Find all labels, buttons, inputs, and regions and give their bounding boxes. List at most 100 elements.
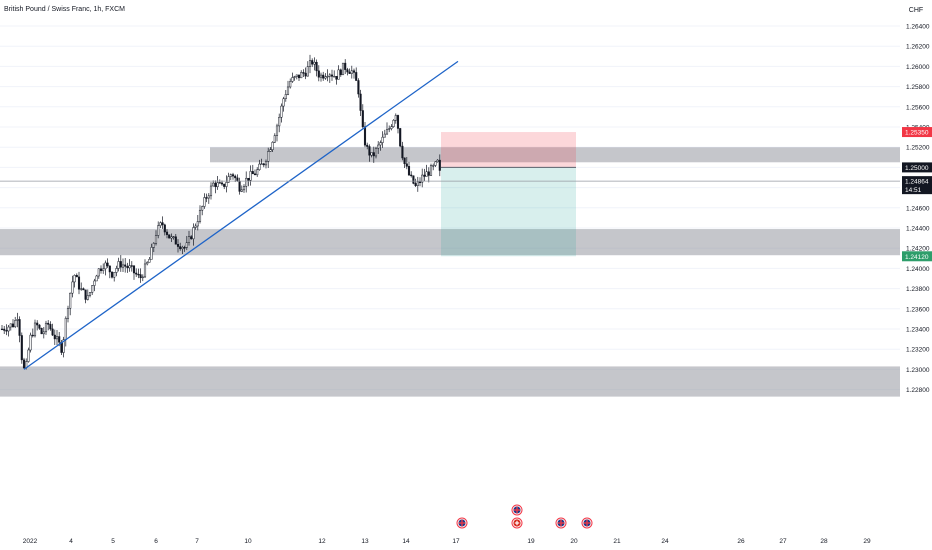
candle-body: [3, 328, 6, 331]
candle-body: [187, 236, 191, 243]
candle-body: [372, 152, 375, 157]
candle-body: [421, 174, 424, 183]
candle-body: [218, 182, 221, 184]
candle-body: [352, 70, 356, 73]
zone-rect[interactable]: [210, 147, 900, 163]
candle-body: [223, 183, 226, 187]
candle-body: [108, 265, 111, 273]
swiss-flag-event-icon[interactable]: [511, 517, 523, 529]
price-tick-label: 1.24200: [906, 246, 930, 253]
candle-body: [363, 126, 367, 146]
candle-body: [119, 261, 122, 268]
zone-rect[interactable]: [0, 366, 900, 397]
candle-body: [91, 285, 94, 293]
candle-body: [249, 171, 252, 181]
symbol-title: British Pound / Swiss Franc, 1h, FXCM: [4, 6, 125, 13]
candle-body: [163, 224, 166, 233]
time-tick-label: 27: [779, 538, 787, 545]
candle-body: [220, 182, 224, 185]
candle-body: [302, 72, 305, 74]
candle-body: [383, 133, 386, 138]
candle-body: [165, 231, 169, 235]
candle-body: [0, 328, 4, 331]
candle-body: [33, 322, 37, 337]
price-tick-label: 1.24400: [906, 226, 930, 233]
candle-body: [436, 159, 439, 163]
ascending-trendline[interactable]: [23, 60, 459, 370]
candle-body: [113, 272, 116, 278]
candle-body: [253, 173, 257, 176]
candle-body: [412, 175, 415, 184]
candle-body: [357, 80, 360, 95]
candle-body: [256, 169, 259, 176]
candle-body: [328, 74, 331, 77]
candle-body: [326, 75, 329, 78]
candle-body: [359, 93, 362, 111]
candle-body: [82, 288, 85, 291]
candle-body: [38, 324, 41, 329]
candle-body: [410, 174, 413, 177]
candle-body: [148, 259, 151, 263]
candle-body: [47, 322, 50, 325]
candle-body: [40, 328, 43, 335]
candle-body: [284, 94, 287, 99]
time-tick-label: 19: [527, 538, 535, 545]
candle-body: [161, 222, 164, 226]
candle-body: [36, 322, 39, 326]
candle-body: [333, 76, 336, 78]
short-position-tool[interactable]: [441, 132, 576, 257]
candle-body: [225, 182, 228, 187]
uk-flag-event-icon[interactable]: [456, 517, 468, 529]
candle-body: [392, 120, 395, 127]
price-badge-stop: [902, 127, 932, 138]
stop-loss-area[interactable]: [441, 132, 576, 168]
candle-body: [99, 268, 103, 271]
time-tick-label: 6: [154, 538, 158, 545]
zone-rect[interactable]: [0, 229, 900, 256]
candle-body: [322, 74, 325, 79]
candle-body: [152, 243, 155, 248]
candle-body: [174, 236, 177, 245]
candle-body: [432, 165, 435, 167]
candle-body: [260, 163, 263, 165]
candle-body: [196, 221, 199, 227]
candle-body: [126, 266, 129, 269]
candle-body: [168, 234, 171, 239]
support-resistance-zones[interactable]: [0, 147, 900, 397]
candle-body: [207, 195, 210, 199]
time-tick-label: 28: [820, 538, 828, 545]
candle-body: [49, 324, 52, 330]
candle-body: [7, 326, 10, 332]
economic-events[interactable]: [456, 504, 593, 529]
uk-flag-event-icon[interactable]: [555, 517, 567, 529]
candle-body: [344, 62, 347, 70]
uk-flag-event-icon[interactable]: [511, 504, 523, 516]
price-tick-label: 1.25800: [906, 84, 930, 91]
uk-flag-event-icon[interactable]: [581, 517, 593, 529]
trendline[interactable]: [23, 60, 459, 370]
currency-label: CHF: [909, 7, 923, 14]
candle-body: [110, 271, 114, 278]
candle-body: [306, 66, 309, 77]
candle-body: [179, 246, 182, 250]
price-badge-entry: [902, 162, 932, 173]
candle-body: [53, 334, 56, 340]
take-profit-area[interactable]: [441, 167, 576, 257]
candle-body: [240, 189, 243, 192]
candle-body: [280, 105, 283, 118]
candle-body: [396, 115, 400, 129]
candle-body: [346, 69, 349, 73]
candle-body: [434, 161, 437, 166]
candle-body: [198, 209, 202, 222]
candle-body: [295, 74, 298, 77]
price-tick-label: 1.24600: [906, 205, 930, 212]
candle-body: [423, 174, 426, 177]
candle-body: [183, 247, 186, 249]
candle-body: [374, 147, 378, 157]
candle-body: [69, 292, 72, 309]
price-axis-panel[interactable]: [900, 0, 932, 550]
candle-body: [214, 182, 217, 187]
price-badge-target: [902, 251, 932, 262]
